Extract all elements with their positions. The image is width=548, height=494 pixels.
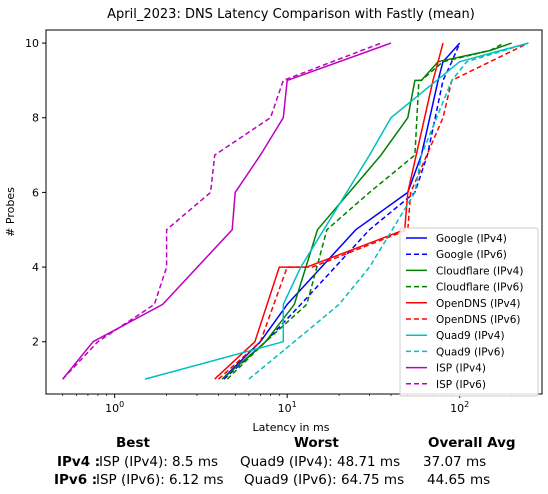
legend-entry: Cloudflare (IPv6): [436, 282, 523, 294]
series-line-quad9-ipv6: [248, 42, 529, 380]
legend-entry: ISP (IPv6): [436, 379, 486, 391]
legend-entry: Google (IPv4): [436, 233, 507, 245]
summary-table: Best Worst Overall Avg IPv4 : ISP (IPv4)…: [0, 432, 548, 492]
y-tick-label: 4: [32, 261, 39, 274]
series-line-opendns-ipv6: [218, 42, 529, 380]
ipv6-best-value: ISP (IPv6): 6.12 ms: [96, 472, 224, 488]
chart-title: April_2023: DNS Latency Comparison with …: [107, 7, 475, 22]
legend-entry: ISP (IPv4): [436, 363, 486, 375]
axis-ticks: 2 4 6 8 10 100 101 102: [25, 37, 512, 415]
x-tick-label: 100: [105, 400, 124, 415]
x-tick-label: 102: [450, 400, 469, 415]
series-line-cloudflare-ipv4: [221, 42, 512, 380]
best-header: Best: [116, 435, 150, 451]
x-axis-label: Latency in ms: [253, 421, 330, 432]
latency-chart: April_2023: DNS Latency Comparison with …: [4, 7, 543, 432]
legend-box: [399, 227, 539, 397]
series-line-cloudflare-ipv6: [226, 42, 505, 380]
worst-header: Worst: [294, 435, 339, 451]
legend-entry: OpenDNS (IPv4): [436, 298, 521, 310]
ipv6-worst-value: Quad9 (IPv6): 64.75 ms: [244, 472, 405, 488]
legend-entry: Cloudflare (IPv4): [436, 265, 523, 277]
legend-entry: OpenDNS (IPv6): [436, 314, 521, 326]
series-lines: [62, 42, 529, 380]
plot-area-frame: [45, 29, 543, 395]
y-axis-label: # Probes: [4, 187, 17, 237]
legend-entry: Google (IPv6): [436, 249, 507, 261]
series-line-isp-ipv6: [62, 42, 382, 380]
ipv4-best-value: ISP (IPv4): 8.5 ms: [99, 454, 219, 470]
y-tick-label: 2: [32, 336, 39, 349]
y-tick-label: 10: [25, 37, 39, 50]
y-tick-label: 8: [32, 112, 39, 125]
ipv6-avg-value: 44.65 ms: [427, 472, 491, 488]
legend-entry: Quad9 (IPv6): [436, 346, 505, 358]
avg-header: Overall Avg: [428, 435, 516, 451]
series-line-quad9-ipv4: [144, 42, 529, 380]
series-line-isp-ipv4: [62, 42, 392, 380]
x-tick-label: 101: [278, 400, 297, 415]
ipv4-avg-value: 37.07 ms: [423, 454, 487, 470]
legend: Google (IPv4) Google (IPv6) Cloudflare (IP…: [399, 227, 539, 397]
ipv6-row-label: IPv6 :: [54, 472, 98, 488]
ipv4-row-label: IPv4 :: [57, 454, 101, 470]
y-tick-label: 6: [32, 186, 39, 199]
legend-entry: Quad9 (IPv4): [436, 330, 505, 342]
ipv4-worst-value: Quad9 (IPv4): 48.71 ms: [240, 454, 401, 470]
